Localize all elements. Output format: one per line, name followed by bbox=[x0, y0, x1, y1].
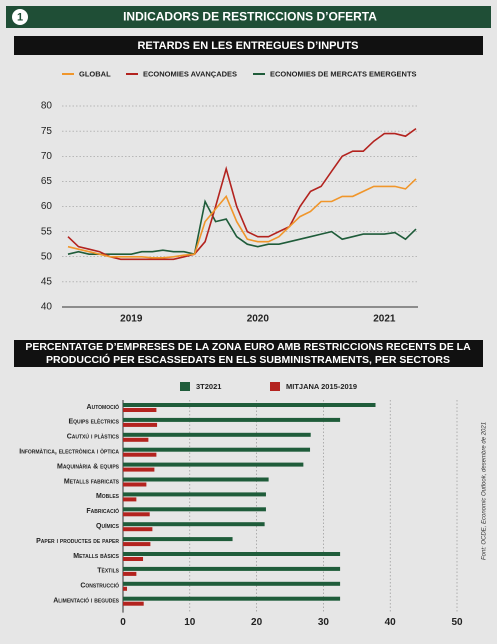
y-tick-label: 70 bbox=[41, 151, 53, 162]
y-tick-label: Maquinària & equips bbox=[57, 463, 120, 470]
bar bbox=[123, 557, 144, 561]
x-tick-label: 40 bbox=[385, 617, 397, 628]
y-tick-label: 75 bbox=[41, 126, 53, 137]
bar bbox=[123, 542, 151, 547]
legend-label: ECONOMIES DE MERCATS EMERGENTS bbox=[270, 69, 417, 78]
x-tick-label: 50 bbox=[451, 617, 463, 628]
bar bbox=[123, 422, 158, 427]
chart-title-bar bbox=[14, 36, 483, 55]
bar bbox=[123, 477, 269, 482]
y-tick-label: Tèxtils bbox=[97, 567, 119, 575]
y-tick-label: Informàtica, electrònica i òptica bbox=[19, 448, 119, 456]
header-number: 1 bbox=[17, 11, 23, 23]
y-tick-label: Metalls bàsics bbox=[73, 553, 119, 560]
bar bbox=[123, 522, 265, 527]
x-tick-label: 0 bbox=[120, 617, 126, 628]
header-badge bbox=[12, 9, 28, 25]
legend-label: ECONOMIES AVANÇADES bbox=[143, 69, 237, 78]
y-tick-label: Fabricació bbox=[86, 507, 119, 515]
x-tick-label: 30 bbox=[318, 617, 330, 628]
legend-label: 3T2021 bbox=[196, 382, 221, 391]
x-tick-label: 2019 bbox=[120, 314, 143, 325]
header-title: INDICADORS DE RESTRICCIONS D’OFERTA bbox=[123, 10, 377, 24]
bar bbox=[123, 462, 304, 467]
bar bbox=[123, 437, 149, 442]
y-tick-label: 65 bbox=[41, 176, 53, 187]
bar bbox=[123, 408, 157, 412]
y-tick-label: Automoció bbox=[87, 403, 120, 411]
bar bbox=[123, 537, 233, 542]
bar bbox=[123, 596, 341, 601]
chart-title-bar bbox=[14, 340, 483, 367]
legend-swatch bbox=[270, 382, 280, 391]
y-tick-label: Equips elèctrics bbox=[68, 418, 119, 426]
bar bbox=[123, 432, 311, 437]
bar bbox=[123, 512, 150, 517]
bar bbox=[123, 566, 341, 571]
bar bbox=[123, 497, 137, 502]
series-line bbox=[67, 199, 417, 256]
y-tick-label: Químics bbox=[96, 522, 120, 530]
y-tick-label: 80 bbox=[41, 101, 53, 112]
legend-label: GLOBAL bbox=[79, 69, 111, 78]
chart-title: PERCENTATGE D’EMPRESES DE LA ZONA EURO A… bbox=[25, 341, 471, 353]
bar bbox=[123, 552, 341, 556]
y-tick-label: Construcció bbox=[80, 582, 119, 590]
y-tick-label: 55 bbox=[41, 226, 53, 237]
bar bbox=[123, 417, 341, 422]
chart-title: RETARDS EN LES ENTREGUES D’INPUTS bbox=[137, 40, 358, 52]
bar bbox=[123, 581, 341, 586]
bar bbox=[123, 482, 147, 487]
bar bbox=[123, 452, 157, 457]
bar bbox=[123, 507, 266, 512]
series-line bbox=[67, 178, 417, 259]
y-tick-label: Mobles bbox=[96, 493, 120, 500]
legend-label: MITJANA 2015-2019 bbox=[286, 382, 357, 391]
x-tick-label: 20 bbox=[251, 617, 263, 628]
bar bbox=[123, 447, 311, 452]
header-bar bbox=[6, 6, 491, 28]
bar bbox=[123, 571, 137, 576]
y-tick-label: 60 bbox=[41, 201, 53, 212]
bar bbox=[123, 601, 144, 606]
y-tick-label: Alimentació i begudes bbox=[53, 597, 119, 605]
x-tick-label: 2020 bbox=[247, 314, 270, 325]
y-tick-label: Metalls fabricats bbox=[64, 478, 120, 485]
bar bbox=[123, 527, 153, 532]
bar bbox=[123, 586, 128, 591]
source-note: Font: OCDE, Economic Outlook, desembre d… bbox=[482, 422, 488, 560]
y-tick-label: Cautxú i plàstics bbox=[67, 434, 120, 441]
bar bbox=[123, 467, 155, 472]
y-tick-label: 45 bbox=[41, 277, 53, 288]
bar bbox=[123, 492, 266, 497]
chart-title: PRODUCCIÓ PER ESCASSEDATS EN ELS SUBMINI… bbox=[46, 353, 450, 366]
legend-swatch bbox=[180, 382, 190, 391]
y-tick-label: Paper i productes de paper bbox=[36, 538, 119, 545]
y-tick-label: 50 bbox=[41, 251, 53, 262]
x-tick-label: 10 bbox=[184, 617, 196, 628]
y-tick-label: 40 bbox=[41, 302, 53, 313]
series-line bbox=[67, 127, 417, 261]
bar bbox=[123, 403, 376, 407]
x-tick-label: 2021 bbox=[373, 314, 396, 325]
